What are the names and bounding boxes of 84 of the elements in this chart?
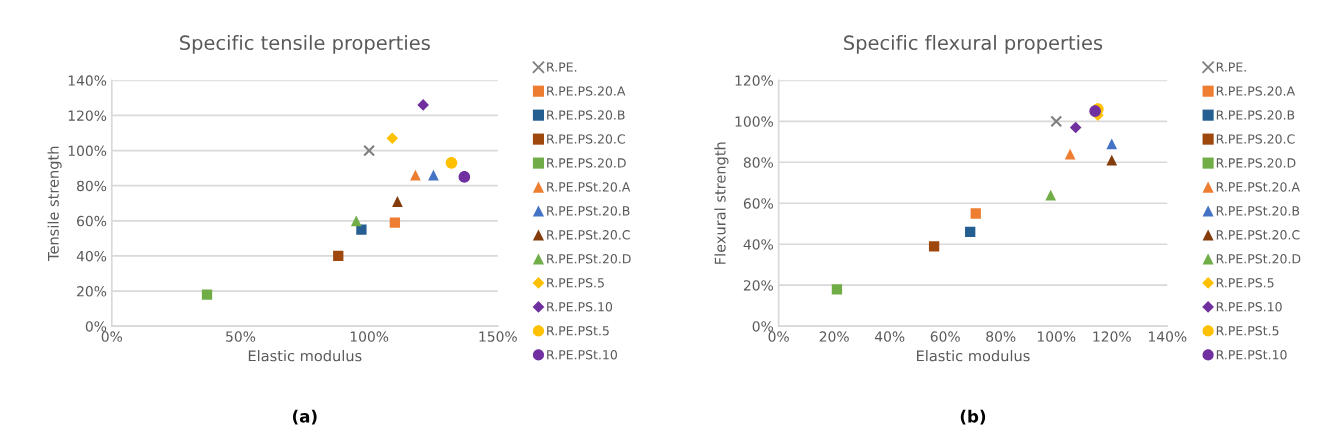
x-tick-label: 120% (1093, 331, 1131, 342)
y-tick-label: 100% (735, 116, 774, 127)
legend-label: R.PE.PS.5 (1216, 278, 1274, 288)
point (1045, 189, 1057, 201)
point (1050, 115, 1063, 128)
point (356, 224, 367, 235)
legend-label: R.PE.PS.10 (547, 302, 613, 312)
legend-label: R.PE.PSt.20.C (547, 230, 630, 240)
legend-label: R.PE. (1216, 62, 1246, 72)
point (1106, 154, 1118, 166)
x-tick-label: 80% (986, 331, 1016, 342)
point (386, 132, 399, 145)
legend-label: R.PE.PSt.20.B (1216, 206, 1300, 216)
y-tick-label: 100% (68, 145, 107, 157)
y-tick-label: 120% (735, 75, 774, 86)
point (392, 196, 403, 207)
legend-label: R.PE.PSt.20.D (547, 254, 631, 264)
point (1069, 121, 1082, 134)
x-tick-label: 100% (1037, 331, 1076, 342)
legend-label: R.PE.PS.10 (1216, 302, 1282, 312)
y-axis-title: Tensile strength (47, 146, 62, 261)
point (965, 226, 976, 238)
point (350, 215, 362, 227)
point (1106, 138, 1118, 150)
legend-label: R.PE.PS.20.C (1216, 134, 1295, 144)
point (445, 157, 458, 169)
legend-label: R.PE.PS.20.A (1216, 86, 1295, 96)
legend-label: R.PE.PS.20.A (547, 86, 626, 96)
legend-label: R.PE.PS.5 (547, 278, 604, 288)
point (363, 144, 376, 157)
x-tick-label: 100% (350, 331, 389, 342)
x-tick-label: 0% (768, 331, 789, 342)
x-tick-label: 140% (1148, 331, 1187, 342)
y-tick-label: 20% (743, 280, 774, 291)
x-tick-label: 20% (819, 331, 849, 342)
point (201, 289, 213, 300)
x-tick-label: 150% (479, 331, 517, 342)
legend-label: R.PE.PSt.20.B (547, 206, 630, 216)
legend-label: R.PE.PS.20.B (1216, 110, 1295, 120)
legend-label: R.PE.PS.20.C (547, 134, 625, 144)
legend-label: R.PE.PSt.20.D (1216, 254, 1301, 264)
legend-label: R.PE. (547, 62, 577, 72)
y-tick-label: 120% (68, 110, 107, 121)
legend-label: R.PE.PS.20.D (547, 158, 626, 168)
point (928, 241, 940, 252)
x-tick-label: 60% (930, 331, 960, 342)
legend-label: R.PE.PSt.20.C (1216, 230, 1300, 240)
x-axis-title: Elastic modulus (917, 350, 1030, 362)
point (458, 171, 471, 183)
y-axis-title: Flexural strength (714, 142, 729, 264)
point (333, 250, 344, 262)
y-tick-label: 0% (752, 321, 774, 332)
legend-label: R.PE.PSt.5 (1216, 326, 1279, 336)
point (410, 169, 421, 181)
legend-label: R.PE.PSt.20.A (1216, 182, 1300, 192)
text: (a) (292, 409, 317, 425)
y-tick-label: 60% (743, 198, 774, 209)
point (1064, 148, 1076, 160)
point (831, 284, 843, 295)
legend-label: R.PE.PSt.5 (547, 326, 609, 336)
legend-label: R.PE.PSt.10 (547, 349, 617, 360)
point (970, 208, 981, 219)
y-tick-label: 0% (85, 321, 107, 332)
point (417, 99, 429, 111)
x-tick-label: 0% (101, 331, 123, 342)
y-tick-label: 80% (743, 157, 774, 168)
y-tick-label: 80% (77, 180, 107, 192)
x-tick-label: 50% (226, 331, 256, 342)
point (389, 217, 401, 228)
x-tick-label: 40% (874, 331, 905, 342)
y-tick-label: 20% (77, 286, 107, 297)
chart-title: Specific tensile properties (180, 35, 430, 54)
x-axis-title: Elastic modulus (248, 350, 362, 362)
y-tick-label: 60% (77, 215, 107, 227)
legend-label: R.PE.PSt.20.A (547, 182, 631, 192)
chart-title: Specific flexural properties (844, 35, 1103, 54)
y-tick-label: 140% (68, 75, 107, 86)
legend-label: R.PE.PS.20.B (547, 110, 625, 120)
text: (b) (960, 409, 986, 425)
legend-label: R.PE.PS.20.D (1216, 158, 1296, 168)
legend-label: R.PE.PSt.10 (1216, 349, 1287, 360)
y-tick-label: 40% (743, 239, 774, 250)
point (428, 169, 439, 181)
y-tick-label: 40% (76, 250, 107, 262)
